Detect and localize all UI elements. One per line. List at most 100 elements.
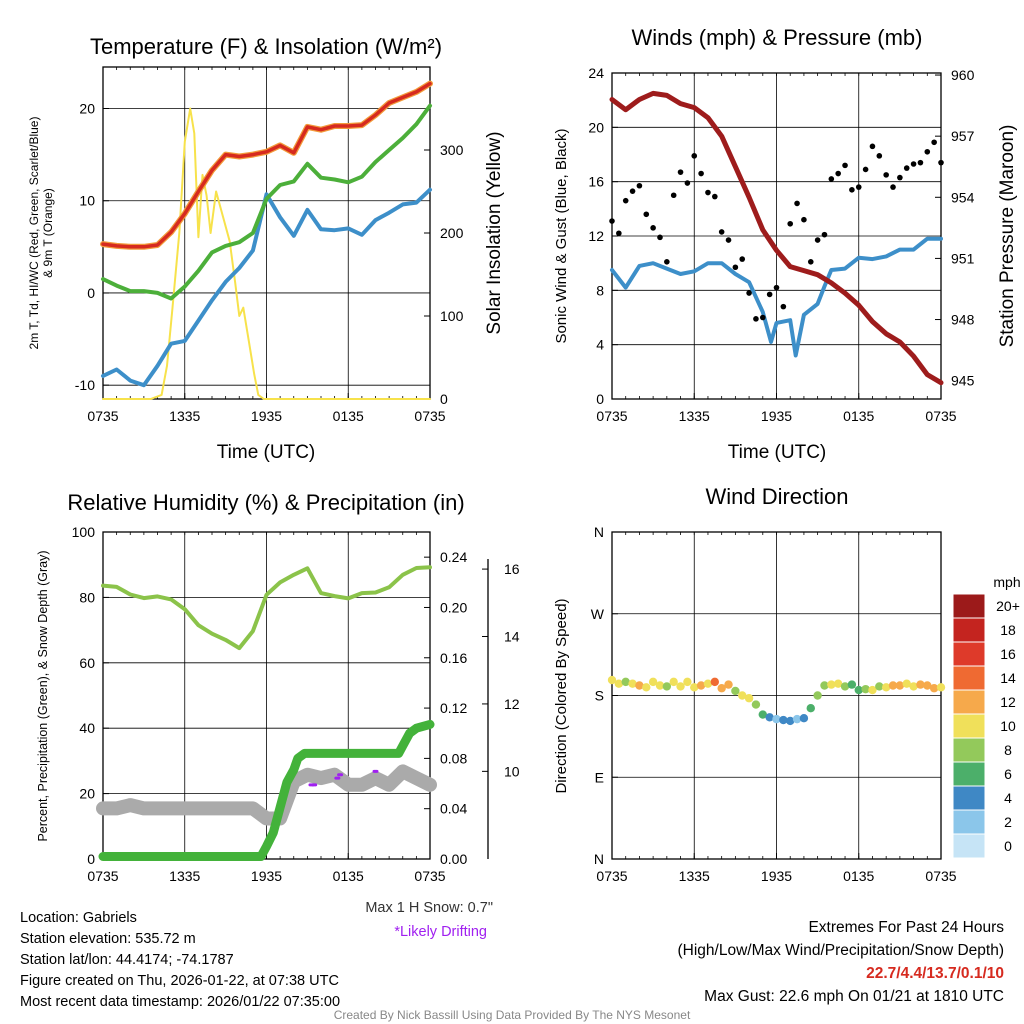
y-axis-label: Percent, Precipitation (Green), & Snow D… bbox=[36, 550, 50, 841]
x-tick-label: 1335 bbox=[679, 868, 710, 884]
colorbar-label: 20+ bbox=[996, 598, 1020, 614]
colorbar-swatch bbox=[952, 809, 986, 835]
y2-tick-label: 0 bbox=[440, 391, 448, 407]
latlon-text: Station lat/lon: 44.4174; -74.1787 bbox=[20, 952, 234, 968]
y-tick-label: S bbox=[595, 688, 604, 704]
colorbar-swatch bbox=[952, 833, 986, 859]
direction-point bbox=[923, 681, 932, 690]
y2-tick-label: 0.16 bbox=[440, 650, 467, 666]
y-tick-label: 40 bbox=[79, 720, 95, 736]
gust-point bbox=[657, 234, 663, 241]
gust-point bbox=[869, 143, 876, 150]
x-tick-label: 1935 bbox=[761, 868, 792, 884]
direction-point bbox=[929, 684, 939, 693]
y2-tick-label: 954 bbox=[951, 189, 975, 205]
y2-axis-label: Station Pressure (Maroon) bbox=[997, 125, 1018, 348]
gust-point bbox=[794, 200, 800, 207]
gust-point bbox=[718, 229, 725, 235]
pressure-series-line bbox=[609, 90, 944, 386]
snow-note: Max 1 H Snow: 0.7" *Likely Drifting bbox=[365, 900, 493, 940]
gust-point bbox=[684, 180, 691, 186]
elevation-text: Station elevation: 535.72 m bbox=[20, 931, 196, 947]
gust-point bbox=[759, 314, 766, 321]
credit-text: Created By Nick Bassill Using Data Provi… bbox=[334, 1008, 691, 1022]
direction-point bbox=[909, 682, 918, 691]
direction-point bbox=[902, 679, 911, 688]
direction-point bbox=[779, 715, 788, 725]
y2-tick-label: 300 bbox=[440, 142, 464, 158]
gust-point bbox=[855, 184, 862, 190]
direction-point bbox=[895, 681, 905, 690]
y-axis-label: Sonic Wind & Gust (Blue, Black) bbox=[553, 128, 570, 343]
gust-point bbox=[629, 188, 636, 194]
colorbar-swatch bbox=[952, 617, 986, 643]
snow-depth-series-line bbox=[96, 764, 437, 826]
gust-point bbox=[910, 161, 917, 167]
drifting-point bbox=[334, 776, 341, 780]
gust-point bbox=[883, 172, 889, 178]
y2-tick-label: 0.08 bbox=[440, 750, 467, 766]
direction-point bbox=[751, 700, 761, 709]
x-tick-label: 0735 bbox=[414, 868, 445, 884]
direction-point bbox=[621, 677, 630, 687]
direction-point bbox=[765, 713, 774, 722]
y2-tick-label: 0.24 bbox=[440, 549, 467, 565]
direction-point bbox=[642, 683, 651, 692]
y-tick-label: 0 bbox=[87, 851, 95, 867]
direction-point bbox=[786, 716, 795, 726]
gust-point bbox=[739, 256, 746, 262]
direction-point bbox=[696, 681, 706, 690]
gust-point bbox=[664, 259, 670, 265]
created-text: Figure created on Thu, 2026-01-22, at 07… bbox=[20, 973, 339, 989]
y-tick-label: N bbox=[594, 524, 604, 540]
x-tick-label: 0135 bbox=[843, 408, 874, 424]
gust-point bbox=[876, 153, 883, 159]
snow-axis-label: 10 bbox=[504, 763, 520, 779]
direction-point bbox=[799, 714, 809, 723]
x-tick-label: 1935 bbox=[251, 408, 282, 424]
direction-point bbox=[655, 681, 665, 690]
solar-series-line bbox=[102, 107, 431, 400]
drifting-note: *Likely Drifting bbox=[394, 924, 487, 940]
gust-point bbox=[890, 184, 896, 190]
y-tick-label: 24 bbox=[588, 65, 604, 81]
gust-point bbox=[670, 192, 677, 199]
gust-point bbox=[931, 139, 937, 146]
direction-point bbox=[738, 691, 747, 700]
y-tick-label: W bbox=[591, 606, 605, 622]
gust-point bbox=[643, 211, 650, 218]
direction-point bbox=[635, 681, 644, 690]
chart-title: Wind Direction bbox=[705, 484, 848, 509]
gust-point bbox=[897, 174, 903, 181]
chart-title: Relative Humidity (%) & Precipitation (i… bbox=[67, 490, 464, 515]
direction-point bbox=[820, 681, 829, 690]
drifting-point bbox=[311, 783, 318, 787]
gust-point bbox=[787, 220, 794, 227]
gust-point bbox=[677, 169, 684, 175]
sonic-wind-series-line bbox=[610, 236, 943, 358]
y-axis-label: & 9m T (Orange) bbox=[41, 188, 55, 278]
gust-point bbox=[835, 170, 841, 177]
snow-axis-label: 16 bbox=[504, 561, 520, 577]
gust-point bbox=[725, 237, 732, 243]
x-tick-label: 0735 bbox=[596, 408, 627, 424]
windchill-series-line bbox=[101, 103, 432, 301]
colorbar-swatch bbox=[952, 665, 986, 691]
direction-point bbox=[662, 682, 672, 691]
gust-point bbox=[917, 159, 924, 166]
extremes-legend: (High/Low/Max Wind/Precipitation/Snow De… bbox=[678, 942, 1005, 959]
gust-point bbox=[862, 166, 869, 173]
gust-point bbox=[842, 162, 848, 169]
gust-point bbox=[622, 197, 629, 204]
direction-point bbox=[854, 685, 863, 695]
direction-point bbox=[731, 686, 740, 696]
gust-point bbox=[938, 159, 944, 166]
direction-point bbox=[669, 677, 678, 687]
y-tick-label: 4 bbox=[596, 337, 604, 353]
temperature-panel: Temperature (F) & Insolation (W/m²) 0735 1… bbox=[27, 34, 505, 463]
x-tick-label: 0735 bbox=[596, 868, 627, 884]
snow-axis-label: 12 bbox=[504, 696, 520, 712]
colorbar-swatch bbox=[952, 641, 986, 667]
colorbar-label: 16 bbox=[1000, 646, 1016, 662]
y-tick-label: 80 bbox=[79, 589, 95, 605]
